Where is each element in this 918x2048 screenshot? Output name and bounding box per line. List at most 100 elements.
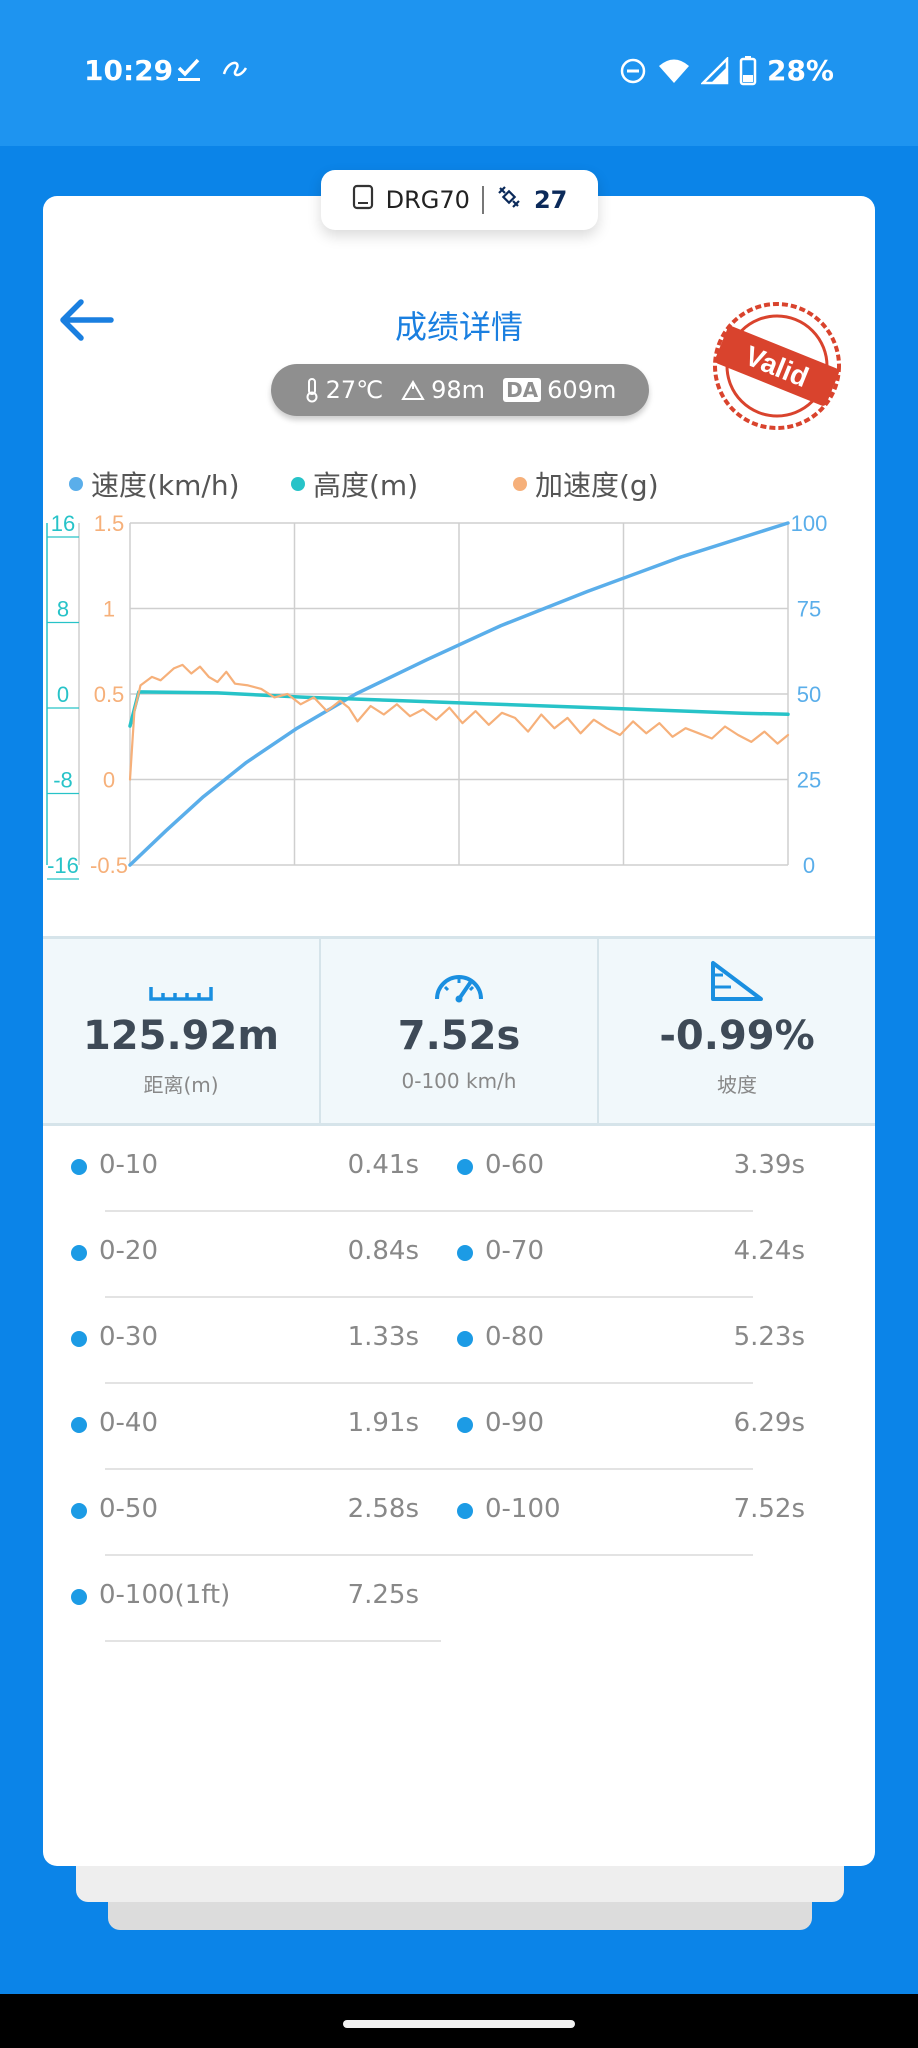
legend-speed: 速度(km/h) [69, 464, 240, 504]
split-value: 2.58s [347, 1494, 419, 1524]
split-value: 0.84s [347, 1236, 419, 1266]
legend-altitude-dot [291, 477, 305, 491]
split-divider [213, 1382, 753, 1384]
split-value: 5.23s [733, 1322, 805, 1352]
stats-panel: 125.92m 距离(m) 7.52s 0-100 km/h -0.99% 坡度 [43, 936, 875, 1126]
mountain-icon [401, 380, 425, 400]
split-divider [105, 1640, 441, 1642]
da-badge: DA [503, 378, 542, 402]
stat-time: 7.52s 0-100 km/h [319, 939, 597, 1123]
accel-tick-label: 1 [103, 597, 115, 622]
split-dot [457, 1417, 473, 1433]
valid-stamp: Valid [711, 300, 843, 432]
density-altitude-item: DA 609m [503, 376, 616, 404]
split-row: 0-80 5.23s [213, 1298, 815, 1384]
temperature-item: 27℃ [304, 376, 383, 404]
split-row: 0-70 4.24s [213, 1212, 815, 1298]
accel-series-line [128, 663, 790, 781]
split-value: 3.39s [733, 1150, 805, 1180]
stat-distance: 125.92m 距离(m) [43, 939, 319, 1123]
wifi-icon [657, 57, 691, 85]
status-notification-icons [176, 56, 250, 82]
signal-icon [700, 56, 729, 85]
slope-value: -0.99% [659, 1013, 815, 1059]
split-divider [213, 1210, 753, 1212]
altitude-tick-label: 8 [57, 597, 69, 622]
chart-legend: 速度(km/h) 高度(m) 加速度(g) [43, 464, 875, 504]
legend-altitude-label: 高度(m) [313, 469, 419, 502]
split-dot [457, 1503, 473, 1519]
split-dot [71, 1503, 87, 1519]
split-row: 0-40 1.91s [71, 1384, 441, 1470]
split-row: 0-30 1.33s [71, 1298, 441, 1384]
split-dot [71, 1245, 87, 1261]
device-name: DRG70 [385, 186, 470, 214]
home-gesture-handle[interactable] [343, 2020, 575, 2028]
split-label: 0-10 [99, 1150, 159, 1180]
distance-label: 距离(m) [143, 1073, 219, 1097]
split-value: 7.52s [733, 1494, 805, 1524]
altitude-tick-label: -16 [47, 853, 79, 878]
accel-tick-label: 0.5 [94, 682, 125, 707]
altitude-tick-label: -8 [53, 768, 73, 793]
split-row: 0-60 3.39s [213, 1126, 815, 1212]
legend-speed-label: 速度(km/h) [91, 469, 240, 502]
task-check-icon [176, 56, 202, 82]
time-label: 0-100 km/h [401, 1069, 517, 1093]
split-value: 0.41s [347, 1150, 419, 1180]
split-divider [213, 1296, 753, 1298]
split-label: 0-80 [485, 1322, 545, 1352]
accel-tick-label: 1.5 [94, 511, 125, 536]
split-dot [457, 1245, 473, 1261]
legend-accel-dot [513, 477, 527, 491]
split-label: 0-30 [99, 1322, 159, 1352]
split-value: 4.24s [733, 1236, 805, 1266]
accel-tick-label: -0.5 [90, 853, 128, 878]
speed-tick-label: 100 [791, 511, 828, 536]
split-divider [213, 1554, 753, 1556]
altitude-series-line [128, 690, 790, 728]
split-dot [71, 1589, 87, 1605]
altitude-tick-label: 16 [51, 511, 75, 536]
density-altitude-value: 609m [547, 376, 617, 404]
speed-tick-label: 75 [797, 597, 821, 622]
speed-series-line [128, 521, 790, 867]
altitude-value: 98m [431, 376, 486, 404]
split-row: 0-50 2.58s [71, 1470, 441, 1556]
performance-chart[interactable]: 16 8 0 -8 -16 1.5 1 0.5 0 -0.5 100 75 50 25 0 [43, 508, 875, 908]
split-dot [71, 1331, 87, 1347]
legend-speed-dot [69, 477, 83, 491]
back-arrow-icon [60, 299, 114, 341]
app-notification-icon [220, 56, 250, 82]
device-pill[interactable]: DRG70 27 [321, 170, 598, 230]
time-value: 7.52s [397, 1013, 521, 1059]
speed-tick-label: 50 [797, 682, 821, 707]
split-row: 0-100(1ft) 7.25s [71, 1556, 441, 1642]
legend-altitude: 高度(m) [291, 464, 418, 504]
satellite-count: 27 [533, 186, 568, 214]
split-dot [71, 1417, 87, 1433]
ruler-icon [43, 961, 319, 1003]
split-value: 7.25s [347, 1580, 419, 1610]
thermometer-icon [306, 378, 318, 403]
speed-tick-label: 25 [797, 768, 821, 793]
dnd-icon [619, 57, 647, 85]
split-label: 0-20 [99, 1236, 159, 1266]
split-label: 0-100 [485, 1494, 561, 1524]
stat-slope: -0.99% 坡度 [597, 939, 875, 1123]
status-time: 10:29 [84, 54, 174, 87]
split-label: 0-40 [99, 1408, 159, 1438]
split-value: 1.91s [347, 1408, 419, 1438]
satellite-icon [496, 184, 522, 216]
split-dot [457, 1159, 473, 1175]
status-system-icons: 28% [619, 54, 834, 87]
back-button[interactable] [57, 296, 117, 344]
split-divider [213, 1468, 753, 1470]
status-bar: 10:29 28% [0, 0, 918, 146]
split-label: 0-70 [485, 1236, 545, 1266]
split-value: 1.33s [347, 1322, 419, 1352]
split-label: 0-50 [99, 1494, 159, 1524]
split-label: 0-100(1ft) [99, 1580, 231, 1610]
result-card: 成绩详情 Valid 27℃ 98m DA 609m 速度(km/h) [43, 196, 875, 1866]
split-row: 0-10 0.41s [71, 1126, 441, 1212]
